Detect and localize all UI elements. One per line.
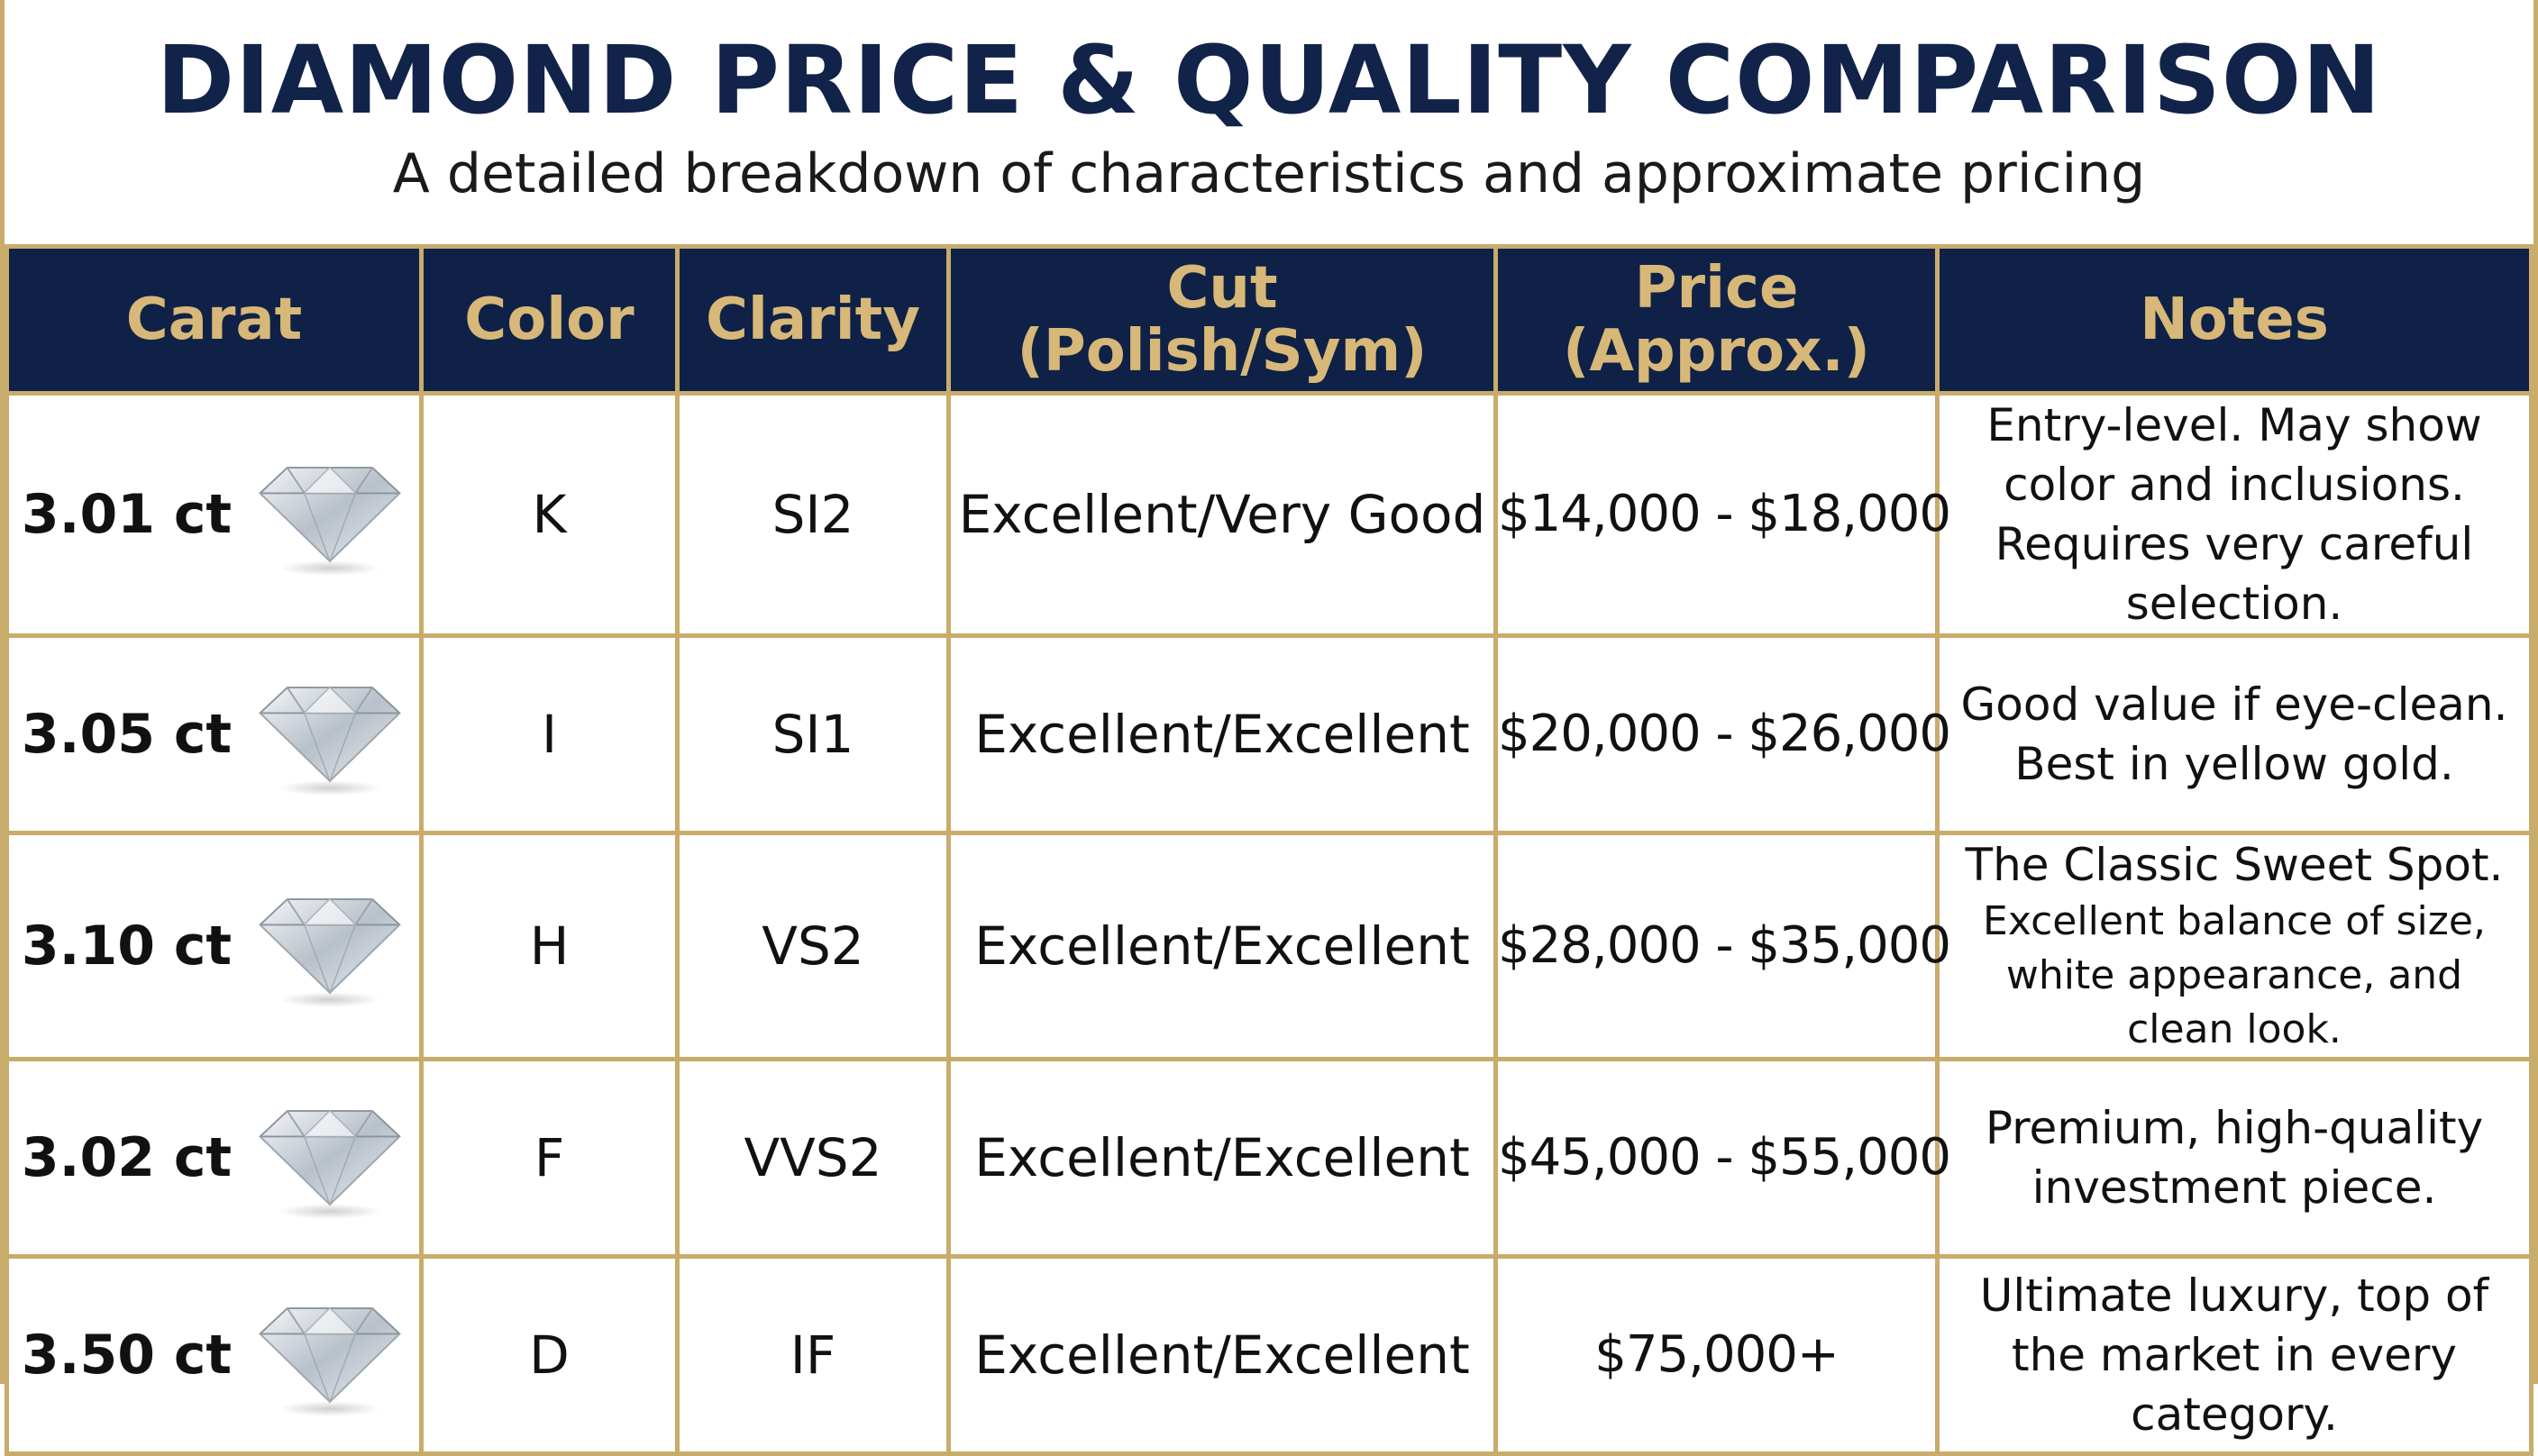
table-row: 3.10 ct H VS2 Excellent/Excellent $28,000 - … [5,831,2533,1061]
price-cell: $14,000 - $18,000 [1493,391,1951,638]
diamond-icon [259,467,401,577]
carat-cell: 3.50 ct [5,1254,424,1456]
price-cell: $75,000+ [1493,1254,1940,1456]
diamond-icon [259,687,401,796]
cut-cell: Excellent/Excellent [946,1057,1498,1259]
column-header: Price (Approx.) [1493,244,1940,396]
color-cell: K [419,391,680,638]
table-row: 3.50 ct D IF Excellent/Excellent $75,000+ Ult… [5,1254,2533,1456]
table-body: 3.01 ct K SI2 Excellent/Very Good $14,000 - … [5,391,2533,1456]
notes-cell: Premium, high-quality investment piece. [1935,1057,2533,1259]
header-line: Clarity [706,287,920,353]
diamond-icon [259,1307,401,1417]
comparison-table: Carat Color Clarity Cut (Polish/Sym) Price (Ap… [5,244,2533,1456]
note-text: Ultimate luxury, top of the market in ev… [1979,1269,2489,1441]
color-cell: F [419,1057,680,1259]
subtitle: A detailed breakdown of characteristics … [392,142,2146,205]
table-row: 3.02 ct F VVS2 Excellent/Excellent $45,000 -… [5,1057,2533,1259]
color-cell: D [419,1254,680,1456]
header-row: Carat Color Clarity Cut (Polish/Sym) Price (Ap… [5,244,2533,396]
note-text: The Classic Sweet Spot. [1965,839,2504,891]
header-line: (Polish/Sym) [1017,318,1428,385]
carat-text: 3.01 ct [21,483,233,546]
carat-cell: 3.10 ct [5,831,424,1061]
carat-cell: 3.02 ct [5,1057,424,1259]
column-header: Carat [5,244,424,396]
header-line: Cut [1166,255,1278,322]
note-text: Good value if eye-clean. Best in yellow … [1960,678,2508,790]
header-line: (Approx.) [1563,318,1870,385]
clarity-cell: VS2 [675,831,951,1061]
table-row: 3.05 ct I SI1 Excellent/Excellent $20,000 - … [5,633,2533,835]
carat-text: 3.02 ct [21,1126,233,1189]
diamond-icon [259,1110,401,1220]
price-cell: $45,000 - $55,000 [1493,1057,1951,1259]
table-row: 3.01 ct K SI2 Excellent/Very Good $14,000 - … [5,391,2533,638]
column-header: Color [419,244,680,396]
header-line: Color [464,287,634,353]
carat-text: 3.05 ct [21,703,233,766]
carat-wrap: 3.01 ct [9,450,419,578]
cut-cell: Excellent/Excellent [946,1254,1498,1456]
clarity-cell: SI1 [675,633,951,835]
diamond-icon [259,898,401,1008]
carat-wrap: 3.50 ct [9,1291,419,1419]
carat-wrap: 3.10 ct [9,882,419,1010]
note-text: Excellent balance of size, white appeara… [1983,898,2486,1052]
header-line: Notes [2140,287,2329,353]
color-cell: I [419,633,680,835]
color-cell: H [419,831,680,1061]
carat-wrap: 3.02 ct [9,1094,419,1222]
header-line: Price [1634,255,1799,322]
header-line: Carat [125,287,303,353]
notes-cell: Entry-level. May show color and inclusio… [1935,391,2533,638]
carat-wrap: 3.05 ct [9,670,419,798]
title: DIAMOND PRICE & QUALITY COMPARISON [156,25,2382,135]
clarity-cell: VVS2 [675,1057,951,1259]
carat-cell: 3.01 ct [5,391,424,638]
clarity-cell: SI2 [675,391,951,638]
cut-cell: Excellent/Excellent [946,831,1498,1061]
notes-cell: The Classic Sweet Spot. Excellent balance… [1935,831,2533,1061]
carat-text: 3.50 ct [21,1324,233,1387]
column-header: Notes [1935,244,2533,396]
cut-cell: Excellent/Very Good [946,391,1498,638]
note-text: Entry-level. May show color and inclusio… [1986,399,2482,630]
price-cell: $20,000 - $26,000 [1493,633,1951,835]
notes-cell: Good value if eye-clean. Best in yellow … [1935,633,2533,835]
column-header: Cut (Polish/Sym) [946,244,1498,396]
price-cell: $28,000 - $35,000 [1493,831,1951,1061]
carat-text: 3.10 ct [21,915,233,978]
note-text: Premium, high-quality investment piece. [1985,1102,2484,1214]
carat-cell: 3.05 ct [5,633,424,835]
clarity-cell: IF [675,1254,951,1456]
cut-cell: Excellent/Excellent [946,633,1498,835]
column-header: Clarity [675,244,951,396]
notes-cell: Ultimate luxury, top of the market in ev… [1935,1254,2533,1456]
